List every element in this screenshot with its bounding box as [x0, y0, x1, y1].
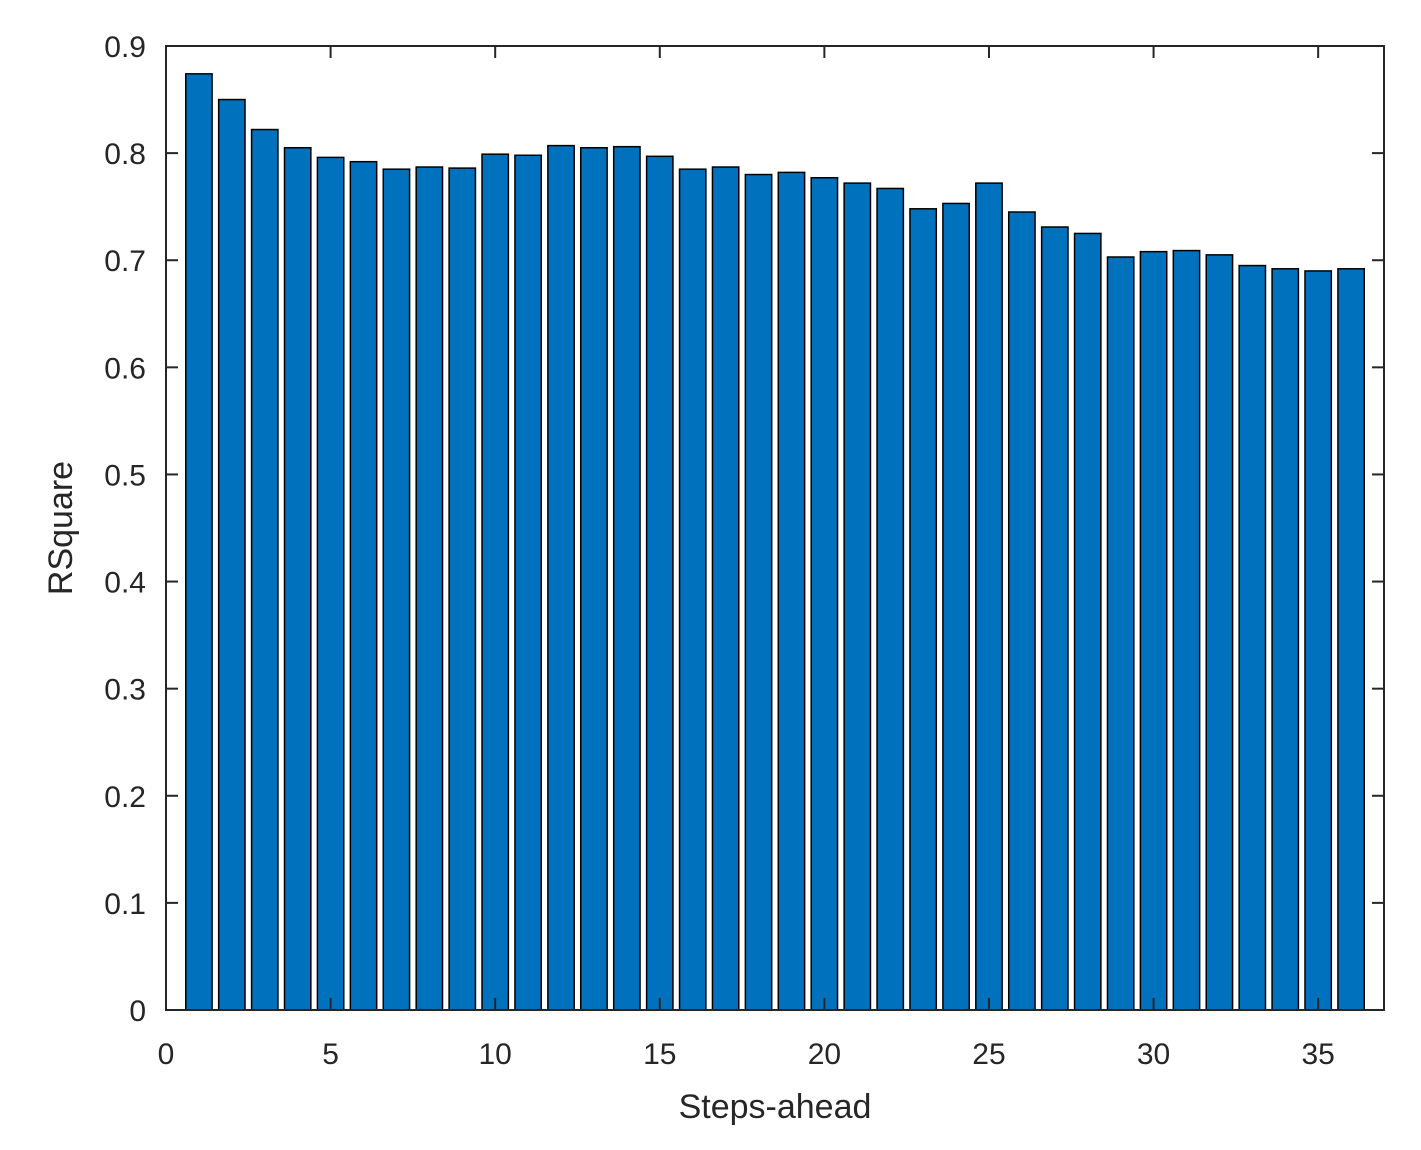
- bar-16: [678, 168, 707, 1011]
- y-tick-label: 0.5: [104, 459, 146, 492]
- y-tick-label: 0.6: [104, 352, 146, 385]
- y-tick-label: 0.1: [104, 888, 146, 921]
- ticks: 0 5 10 15 20 25 30 35 0 0.1 0.2 0.3 0.4 0.5 0.6 0.7 0.8 0…: [104, 31, 1384, 1071]
- bar-35: [1304, 270, 1333, 1011]
- bar-15: [645, 155, 674, 1011]
- y-tick-label: 0.4: [104, 567, 146, 600]
- bar-12: [547, 144, 575, 1011]
- bar-3: [250, 128, 279, 1011]
- bar-13: [580, 147, 608, 1011]
- bar-27: [1040, 226, 1069, 1011]
- bar-26: [1007, 211, 1036, 1011]
- x-axis-label: Steps-ahead: [679, 1088, 872, 1126]
- bar-31: [1172, 249, 1201, 1011]
- y-tick-label: 0.9: [104, 31, 146, 64]
- bar-36: [1337, 268, 1365, 1011]
- bar-17: [711, 166, 740, 1011]
- x-tick-label: 20: [808, 1038, 841, 1071]
- bar-8: [415, 166, 444, 1011]
- bar-19: [777, 171, 806, 1011]
- bar-22: [876, 187, 905, 1011]
- bar-23: [909, 208, 938, 1011]
- x-tick-label: 25: [972, 1038, 1005, 1071]
- bar-6: [349, 160, 378, 1011]
- bar-4: [283, 147, 312, 1011]
- bar-28: [1073, 232, 1102, 1011]
- bar-20: [810, 176, 839, 1011]
- y-axis-label: RSquare: [42, 461, 80, 595]
- bar-32: [1205, 254, 1234, 1011]
- y-tick-label: 0: [129, 995, 146, 1028]
- bar-2: [217, 98, 246, 1011]
- bar-29: [1106, 256, 1135, 1011]
- bar-5: [316, 156, 345, 1011]
- bars: [185, 73, 1365, 1011]
- bar-11: [514, 154, 543, 1011]
- bar-10: [481, 153, 510, 1011]
- x-tick-label: 10: [479, 1038, 512, 1071]
- x-tick-label: 30: [1137, 1038, 1170, 1071]
- x-tick-label: 0: [158, 1038, 175, 1071]
- bar-7: [382, 168, 411, 1011]
- x-tick-label: 15: [643, 1038, 676, 1071]
- bar-24: [942, 202, 970, 1011]
- y-tick-label: 0.2: [104, 781, 146, 814]
- bar-30: [1139, 250, 1168, 1011]
- bar-18: [744, 173, 773, 1011]
- y-tick-label: 0.7: [104, 245, 146, 278]
- y-tick-label: 0.8: [104, 138, 146, 171]
- bar-33: [1238, 264, 1267, 1011]
- bar-1: [185, 73, 213, 1011]
- x-tick-label: 35: [1301, 1038, 1334, 1071]
- bar-21: [843, 182, 872, 1011]
- bar-34: [1271, 268, 1300, 1011]
- y-tick-label: 0.3: [104, 674, 146, 707]
- bar-25: [975, 182, 1003, 1011]
- x-tick-label: 5: [322, 1038, 339, 1071]
- bar-14: [612, 145, 641, 1011]
- plot-area-frame: [165, 45, 1385, 1011]
- bar-9: [448, 167, 477, 1011]
